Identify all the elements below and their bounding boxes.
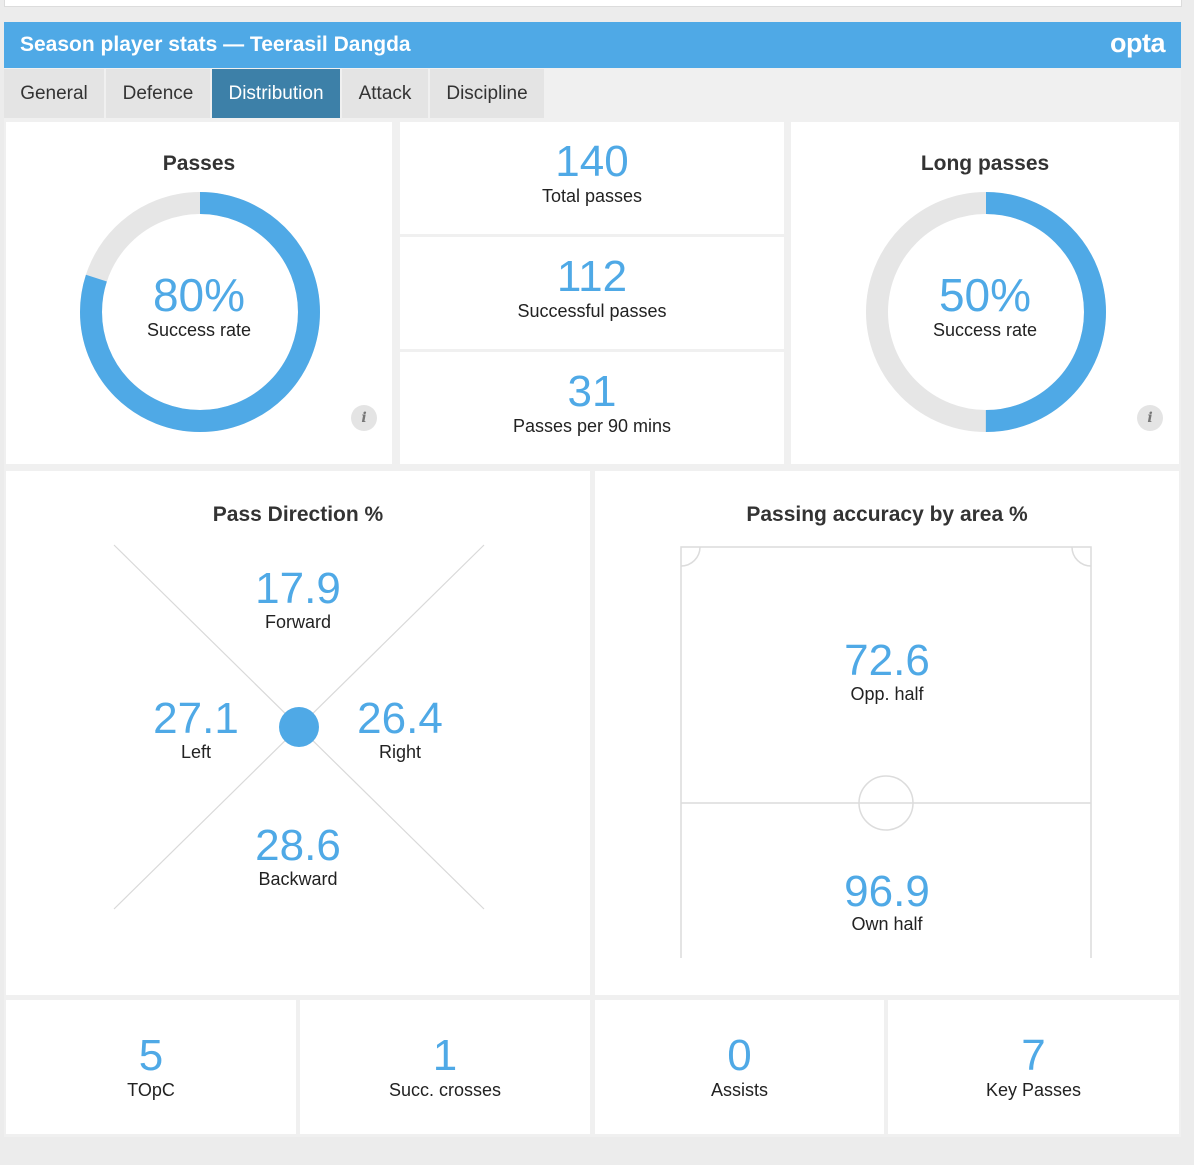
succ-crosses-card: 1 Succ. crosses	[300, 1000, 590, 1134]
centre-circle	[858, 775, 914, 831]
successful-passes-value: 112	[556, 252, 628, 301]
passes-per-90-card: 31 Passes per 90 mins	[400, 352, 784, 464]
player-stats-widget: Season player stats — Teerasil Dangda op…	[4, 22, 1181, 1137]
topc-label: TOpC	[127, 1080, 175, 1100]
passes-panel: Passes 80% Success rate i	[6, 122, 392, 464]
topc-value: 5	[138, 1031, 164, 1080]
player-dot	[279, 707, 319, 747]
assists-value: 0	[727, 1031, 752, 1080]
info-icon[interactable]: i	[351, 405, 377, 431]
pass-direction-title: Pass Direction %	[212, 503, 384, 526]
opta-logo: opta	[1110, 28, 1166, 58]
long-passes-percent: 50%	[938, 269, 1032, 321]
assists-card: 0 Assists	[595, 1000, 884, 1134]
key-passes-value: 7	[1021, 1031, 1046, 1080]
direction-diagram	[113, 544, 485, 910]
successful-passes-card: 112 Successful passes	[400, 237, 784, 349]
tab-discipline[interactable]: Discipline	[430, 69, 544, 118]
passes-caption: Success rate	[146, 320, 252, 340]
long-passes-panel: Long passes 50% Success rate i	[791, 122, 1179, 464]
own-half-value: 96.9	[844, 867, 930, 916]
pass-direction-panel: Pass Direction % 17.9 Forward 27.1 Left …	[6, 471, 590, 995]
long-passes-donut	[866, 192, 1106, 432]
tab-bar: General Defence Distribution Attack Disc…	[4, 68, 1181, 118]
key-passes-label: Key Passes	[985, 1080, 1082, 1100]
passes-title: Passes	[162, 152, 236, 175]
left-label: Left	[180, 742, 212, 762]
succ-crosses-label: Succ. crosses	[388, 1080, 502, 1100]
left-value: 27.1	[153, 694, 239, 743]
long-passes-caption: Success rate	[932, 320, 1038, 340]
top-strip	[4, 0, 1182, 7]
tab-attack[interactable]: Attack	[342, 69, 428, 118]
info-icon[interactable]: i	[1137, 405, 1163, 431]
total-passes-label: Total passes	[541, 186, 643, 206]
assists-label: Assists	[710, 1080, 768, 1100]
long-passes-title: Long passes	[920, 152, 1050, 175]
opp-half-value: 72.6	[844, 636, 930, 685]
passes-per-90-value: 31	[567, 367, 617, 416]
widget-title: Season player stats — Teerasil Dangda	[20, 33, 411, 56]
corner-arc	[1071, 546, 1092, 567]
backward-label: Backward	[258, 869, 338, 889]
tab-defence[interactable]: Defence	[106, 69, 210, 118]
right-value: 26.4	[357, 694, 443, 743]
passes-donut-arc	[80, 192, 320, 432]
forward-value: 17.9	[255, 564, 341, 613]
total-passes-value: 140	[555, 137, 629, 186]
key-passes-card: 7 Key Passes	[888, 1000, 1179, 1134]
succ-crosses-value: 1	[432, 1031, 458, 1080]
widget-header: Season player stats — Teerasil Dangda op…	[4, 22, 1181, 68]
total-passes-card: 140 Total passes	[400, 122, 784, 234]
passing-accuracy-panel: Passing accuracy by area % 72.6 Opp. hal…	[595, 471, 1179, 995]
pitch-outline	[680, 546, 1092, 958]
pitch-diagram	[680, 546, 1092, 958]
right-label: Right	[378, 742, 422, 762]
passing-accuracy-title: Passing accuracy by area %	[746, 503, 1028, 526]
tab-general[interactable]: General	[4, 69, 104, 118]
topc-card: 5 TOpC	[6, 1000, 296, 1134]
own-half-label: Own half	[851, 914, 923, 934]
corner-arc	[680, 546, 701, 567]
backward-value: 28.6	[255, 821, 341, 870]
long-passes-donut-arc	[866, 192, 1106, 432]
passes-per-90-label: Passes per 90 mins	[512, 416, 672, 436]
opp-half-label: Opp. half	[850, 684, 924, 704]
tab-distribution[interactable]: Distribution	[212, 69, 340, 118]
passes-donut	[80, 192, 320, 432]
successful-passes-label: Successful passes	[517, 301, 667, 321]
forward-label: Forward	[264, 612, 331, 632]
passes-percent: 80%	[152, 269, 246, 321]
